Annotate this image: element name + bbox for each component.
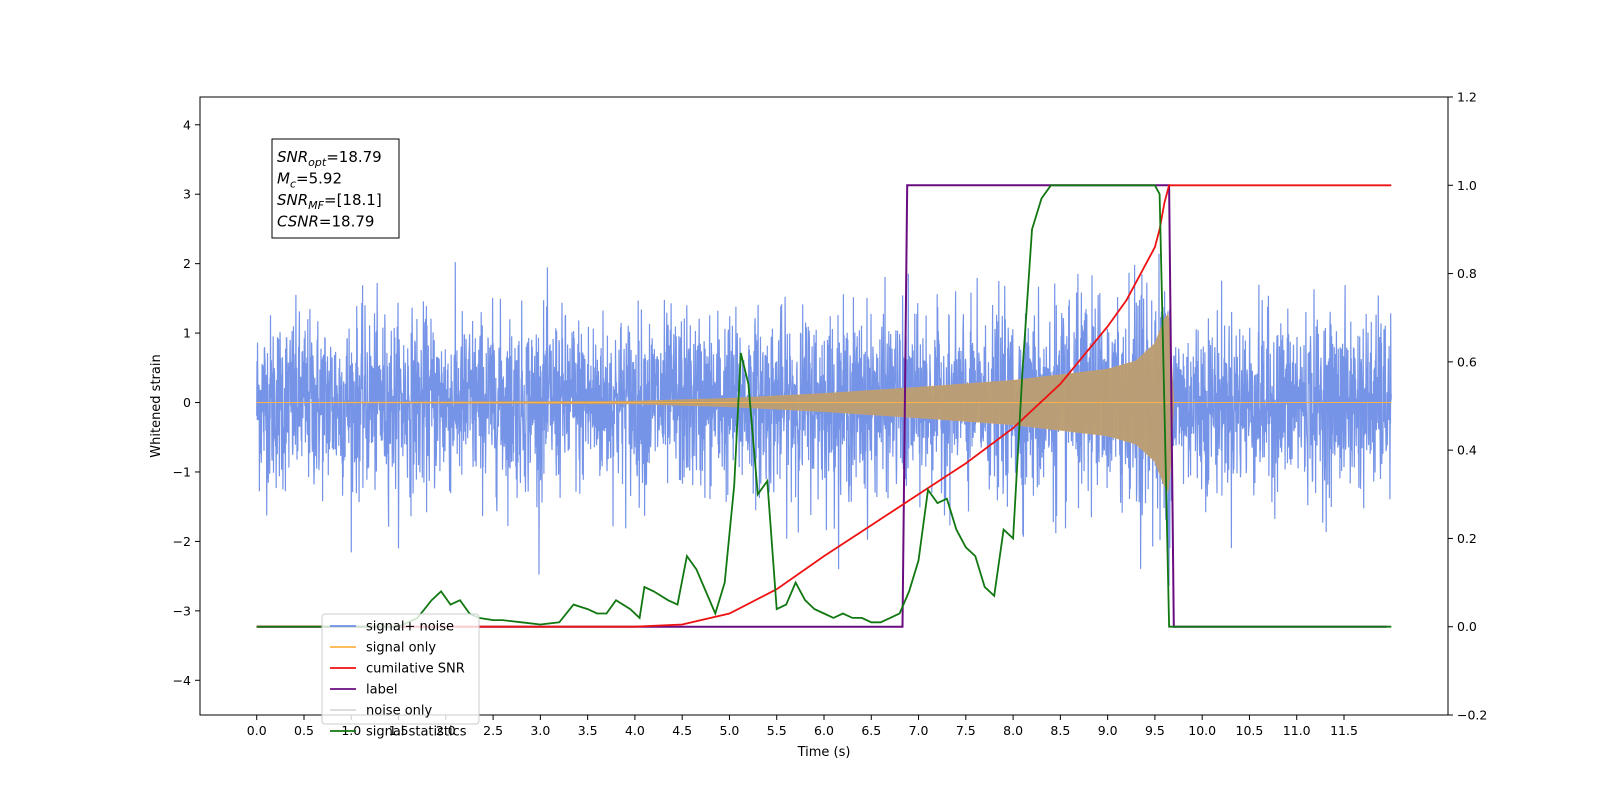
y-tick-label: −1 [173, 464, 191, 479]
y-tick-label: 0 [183, 395, 191, 410]
y-axis-left: 4 3 2 1 0 −1 −2 −3 −4 [173, 117, 200, 688]
x-axis-label: Time (s) [797, 745, 851, 760]
annotation-line: SNRopt=18.79 [277, 148, 382, 169]
annotation-line: SNRMF=[18.1] [277, 191, 382, 212]
x-tick-label: 9.5 [1145, 723, 1165, 738]
y-axis-right: 1.2 1.0 0.8 0.6 0.4 0.2 0.0 −0.2 [1448, 90, 1487, 723]
x-tick-label: 11.5 [1330, 723, 1358, 738]
annotation-variable: M [277, 170, 290, 188]
y2-tick-label: 0.2 [1457, 531, 1477, 546]
y-tick-label: −3 [173, 603, 191, 618]
x-tick-label: 4.0 [625, 723, 645, 738]
y2-tick-label: 0.0 [1457, 619, 1477, 634]
annotation-variable: SNR [277, 148, 308, 166]
x-tick-label: 8.0 [1003, 723, 1023, 738]
y-tick-label: −4 [173, 673, 191, 688]
x-tick-label: 4.5 [672, 723, 692, 738]
x-tick-label: 7.0 [909, 723, 929, 738]
x-tick-label: 6.0 [814, 723, 834, 738]
y-tick-label: 1 [183, 326, 191, 341]
y-tick-label: −2 [173, 534, 191, 549]
x-tick-label: 3.5 [578, 723, 598, 738]
x-tick-label: 9.0 [1098, 723, 1118, 738]
x-tick-label: 8.5 [1050, 723, 1070, 738]
annotation-subscript: opt [308, 156, 327, 169]
series-signal-statistics-line [256, 184, 1392, 628]
legend-entry: signal statistics [366, 725, 467, 740]
annotation-frame [271, 138, 400, 239]
y-tick-label: 3 [183, 187, 191, 202]
x-tick-label: 11.0 [1283, 723, 1311, 738]
annotation-variable: CSNR [277, 213, 319, 231]
y2-tick-label: −0.2 [1457, 708, 1487, 723]
x-tick-label: 2.5 [483, 723, 503, 738]
legend-entry: cumilative SNR [366, 662, 465, 677]
annotation-box: SNRopt=18.79Mc=5.92SNRMF=[18.1]CSNR=18.7… [271, 138, 400, 239]
x-tick-label: 5.0 [720, 723, 740, 738]
annotation-subscript: c [290, 178, 296, 191]
legend-frame [321, 613, 480, 725]
legend: signal+ noise signal only cumilative SNR la… [321, 613, 480, 740]
y-axis-label: Whitened strain [149, 354, 164, 457]
x-tick-label: 3.0 [530, 723, 550, 738]
annotation-value: =[18.1] [324, 191, 382, 209]
x-tick-label: 10.0 [1188, 723, 1216, 738]
x-axis: 0.0 0.5 1.0 1.5 2.0 2.5 3.0 3.5 4.0 4.5 5.0 5.5 6.0 6… [247, 715, 1358, 738]
series-cumulative-snr-line [256, 184, 1392, 628]
legend-entry: noise only [366, 704, 433, 719]
y-tick-label: 2 [183, 256, 191, 271]
legend-entry: signal+ noise [366, 620, 454, 635]
x-tick-label: 10.5 [1236, 723, 1264, 738]
y-tick-label: 4 [183, 117, 191, 132]
legend-entry: signal only [366, 641, 436, 656]
x-tick-label: 1.5 [389, 723, 409, 738]
annotation-variable: SNR [277, 191, 308, 209]
annotation-subscript: MF [308, 199, 324, 212]
x-tick-label: 5.5 [767, 723, 787, 738]
x-tick-label: 6.5 [861, 723, 881, 738]
y2-tick-label: 1.2 [1457, 90, 1477, 105]
plot-area [256, 184, 1392, 628]
y2-tick-label: 0.4 [1457, 443, 1477, 458]
y2-tick-label: 1.0 [1457, 178, 1477, 193]
y2-tick-label: 0.8 [1457, 266, 1477, 281]
annotation-value: =18.79 [319, 213, 375, 231]
x-tick-label: 0.0 [247, 723, 267, 738]
annotation-line: CSNR=18.79 [277, 213, 374, 231]
series-signal-noise-line [256, 253, 1392, 595]
annotation-value: =18.79 [326, 148, 382, 166]
x-tick-label: 7.5 [956, 723, 976, 738]
annotation-line: Mc=5.92 [277, 170, 342, 191]
x-tick-label: 2.0 [436, 723, 456, 738]
x-tick-label: 0.5 [294, 723, 314, 738]
legend-entry: label [366, 683, 397, 698]
y2-tick-label: 0.6 [1457, 354, 1477, 369]
annotation-value: =5.92 [296, 170, 342, 188]
